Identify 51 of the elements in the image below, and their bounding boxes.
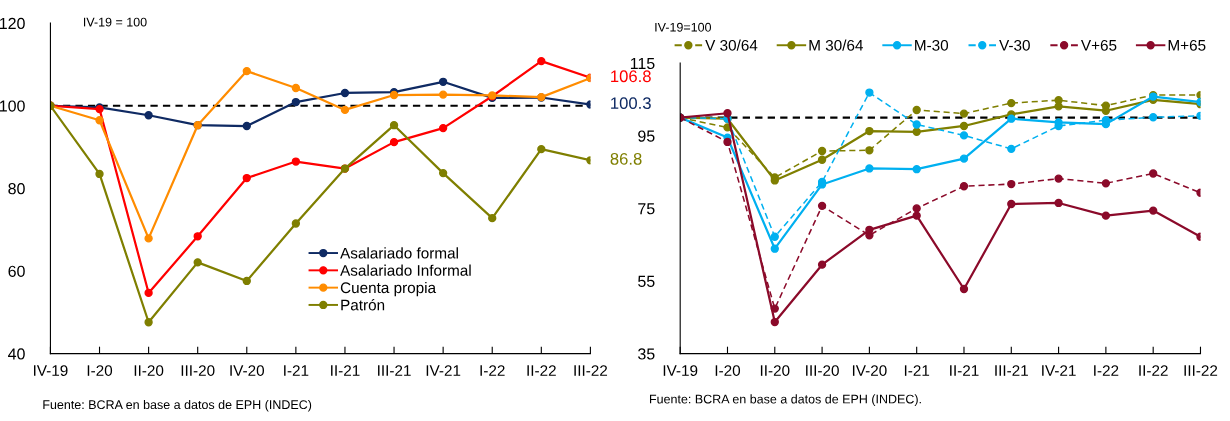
x-tick-label: II-22 bbox=[527, 365, 556, 376]
legend-label: M 30/64 bbox=[809, 39, 863, 51]
legend-label: M-30 bbox=[915, 39, 949, 51]
y-tick-label: 100 bbox=[0, 100, 25, 112]
x-tick-label: III-20 bbox=[181, 365, 215, 376]
x-tick-label: II-22 bbox=[1139, 365, 1168, 376]
x-tick-label: IV-21 bbox=[1042, 365, 1076, 376]
legend-label: V-30 bbox=[999, 39, 1030, 51]
y-tick-label: 40 bbox=[8, 348, 25, 360]
x-tick-label: III-22 bbox=[574, 365, 608, 376]
text: IV-19=100 bbox=[655, 22, 712, 32]
x-tick-label: IV-21 bbox=[426, 365, 461, 376]
x-tick-label: III-22 bbox=[1184, 365, 1218, 376]
legend-label: Patrón bbox=[341, 299, 385, 311]
x-tick-label: I-22 bbox=[1094, 365, 1119, 376]
x-tick-label: III-20 bbox=[806, 365, 839, 376]
y-tick-label: 120 bbox=[0, 17, 25, 30]
y-tick-label: 55 bbox=[638, 275, 655, 287]
x-tick-label: IV-20 bbox=[230, 365, 265, 376]
y-tick-label: 60 bbox=[8, 265, 25, 277]
legend-label: V 30/64 bbox=[705, 39, 758, 51]
annotation: 86.8 bbox=[610, 152, 642, 165]
x-tick-label: III-21 bbox=[995, 365, 1028, 376]
source-note: Fuente: BCRA en base a datos de EPH (INDEC). bbox=[650, 394, 921, 406]
x-tick-label: II-21 bbox=[331, 365, 360, 376]
x-tick-label: I-20 bbox=[87, 365, 113, 376]
legend-label: Asalariado Informal bbox=[340, 264, 471, 276]
annotation: 100.3 bbox=[611, 97, 651, 110]
x-tick-label: II-20 bbox=[760, 365, 790, 376]
x-tick-label: I-20 bbox=[715, 365, 741, 376]
x-tick-label: II-20 bbox=[134, 365, 164, 376]
y-tick-label: 75 bbox=[638, 203, 655, 215]
source-note: Fuente: BCRA en base a datos de EPH (INDEC) bbox=[43, 399, 312, 412]
y-tick-label: 80 bbox=[8, 183, 25, 195]
x-tick-label: IV-19 bbox=[663, 365, 698, 376]
x-tick-label: III-21 bbox=[378, 365, 411, 376]
annotation: IV-19 = 100 bbox=[83, 17, 147, 27]
legend-label: V+65 bbox=[1080, 39, 1117, 51]
legend-label: Asalariado formal bbox=[340, 247, 458, 259]
y-tick-label: 115 bbox=[630, 57, 655, 70]
x-tick-label: I-22 bbox=[480, 365, 505, 376]
x-tick-label: IV-19 bbox=[34, 365, 68, 376]
x-tick-label: I-21 bbox=[284, 365, 309, 376]
y-tick-label: 35 bbox=[638, 348, 655, 360]
legend-label: M+65 bbox=[1168, 39, 1206, 51]
x-tick-label: IV-20 bbox=[852, 365, 887, 376]
y-tick-label: 95 bbox=[638, 130, 655, 142]
x-tick-label: I-21 bbox=[904, 365, 930, 376]
legend-label: Cuenta propia bbox=[340, 281, 437, 297]
x-tick-label: II-21 bbox=[950, 365, 979, 376]
annotation: 106.8 bbox=[611, 70, 651, 83]
